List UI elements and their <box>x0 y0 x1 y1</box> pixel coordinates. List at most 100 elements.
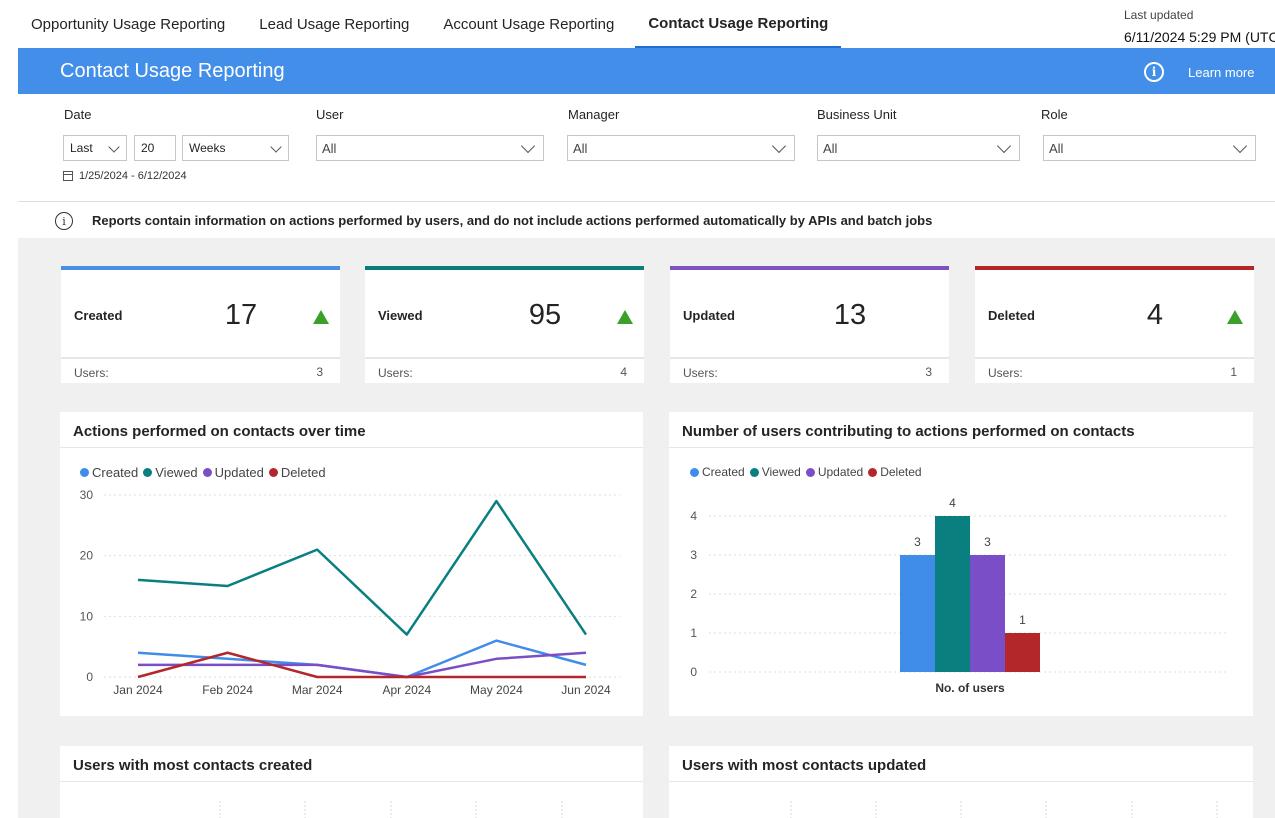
legend-item-viewed[interactable]: Viewed <box>143 465 198 480</box>
kpi-viewed[interactable]: Viewed 95 Users: 4 <box>365 266 644 383</box>
tab-account-usage[interactable]: Account Usage Reporting <box>443 15 615 33</box>
kpi-color-bar <box>670 266 949 270</box>
bar-chart-card: Number of users contributing to actions … <box>669 412 1253 716</box>
legend-dot-icon <box>143 468 153 477</box>
card-divider <box>60 447 643 448</box>
info-note: i Reports contain information on actions… <box>18 201 1275 238</box>
kpi-value: 95 <box>528 299 562 331</box>
date-period-dropdown[interactable]: Last <box>63 135 127 161</box>
date-unit-dropdown[interactable]: Weeks <box>182 135 289 161</box>
kpi-deleted[interactable]: Deleted 4 Users: 1 <box>975 266 1254 383</box>
card-divider <box>669 447 1253 448</box>
report-banner: Contact Usage Reporting i Learn more <box>18 48 1275 94</box>
y-tick-label: 0 <box>86 670 93 684</box>
card-divider <box>60 781 643 782</box>
legend-item-updated[interactable]: Updated <box>805 465 863 479</box>
user-dropdown-value: All <box>322 140 337 156</box>
bar-created <box>900 555 935 672</box>
legend-label: Created <box>92 465 139 480</box>
date-filter-label: Date <box>64 107 92 122</box>
line-chart-legend: Created Viewed Updated Deleted <box>80 465 331 480</box>
legend-item-created[interactable]: Created <box>690 465 745 479</box>
x-tick-label: Mar 2024 <box>292 683 343 697</box>
legend-label: Viewed <box>155 465 198 480</box>
kpi-updated[interactable]: Updated 13 Users: 3 <box>670 266 949 383</box>
data-label-deleted: 1 <box>1019 613 1026 627</box>
chevron-down-icon <box>108 141 120 153</box>
y-tick-label: 10 <box>80 609 94 623</box>
trend-up-icon <box>1227 310 1243 324</box>
legend-item-deleted[interactable]: Deleted <box>268 465 326 480</box>
tab-opportunity-usage[interactable]: Opportunity Usage Reporting <box>31 15 226 33</box>
legend-label: Created <box>702 465 745 479</box>
legend-item-deleted[interactable]: Deleted <box>868 465 922 479</box>
info-icon[interactable]: i <box>1144 62 1164 82</box>
date-range: 1/25/2024 - 6/12/2024 <box>63 170 187 182</box>
bar-viewed <box>935 516 970 672</box>
role-dropdown[interactable]: All <box>1043 135 1256 161</box>
date-unit-value: Weeks <box>189 141 226 155</box>
data-label-updated: 3 <box>984 535 991 549</box>
kpi-users-value: 3 <box>925 365 932 379</box>
date-count-value: 20 <box>141 141 155 155</box>
legend-item-created[interactable]: Created <box>80 465 138 480</box>
chevron-down-icon <box>1232 138 1248 154</box>
users-most-created-card: Users with most contacts created <box>60 746 643 818</box>
legend-dot-icon <box>805 467 815 477</box>
y-tick-label: 3 <box>690 548 697 562</box>
series-line-viewed <box>137 499 588 636</box>
date-period-value: Last <box>70 141 93 155</box>
bar-chart-legend: Created Viewed Updated Deleted <box>690 465 927 479</box>
page-title: Contact Usage Reporting <box>60 60 285 82</box>
date-count-input[interactable]: 20 <box>134 135 176 161</box>
last-updated: Last updated 6/11/2024 5:29 PM (UTC) <box>1124 8 1275 45</box>
kpi-users-label: Users: <box>74 366 109 380</box>
tab-contact-usage[interactable]: Contact Usage Reporting <box>635 0 842 48</box>
series-line-updated <box>138 651 587 679</box>
bar-deleted <box>1005 633 1040 672</box>
legend-dot-icon <box>749 467 759 477</box>
kpi-created[interactable]: Created 17 Users: 3 <box>61 266 340 383</box>
user-dropdown[interactable]: All <box>316 135 544 161</box>
calendar-icon <box>63 171 73 181</box>
y-tick-label: 2 <box>690 587 697 601</box>
legend-dot-icon <box>80 468 89 477</box>
kpi-name: Viewed <box>378 308 423 323</box>
users-most-updated-card: Users with most contacts updated <box>669 746 1253 818</box>
series-line-deleted <box>137 651 586 679</box>
date-range-text: 1/25/2024 - 6/12/2024 <box>79 170 187 182</box>
chevron-down-icon <box>771 138 787 154</box>
legend-dot-icon <box>690 467 699 477</box>
legend-item-updated[interactable]: Updated <box>202 465 264 480</box>
kpi-users-label: Users: <box>683 366 718 380</box>
kpi-name: Created <box>74 308 123 323</box>
kpi-users-value: 4 <box>620 365 627 379</box>
last-updated-value: 6/11/2024 5:29 PM (UTC) <box>1124 29 1275 45</box>
x-tick-label: Jun 2024 <box>561 683 611 697</box>
manager-filter-label: Manager <box>568 107 620 122</box>
y-tick-label: 30 <box>80 488 94 502</box>
y-tick-label: 1 <box>690 626 697 640</box>
kpi-value: 13 <box>833 299 867 331</box>
line-chart-title: Actions performed on contacts over time <box>73 423 366 440</box>
kpi-users-value: 3 <box>316 365 323 379</box>
users-most-created-title: Users with most contacts created <box>73 757 313 774</box>
kpi-color-bar <box>365 266 644 270</box>
last-updated-label: Last updated <box>1124 8 1194 22</box>
info-note-text: Reports contain information on actions p… <box>92 213 933 228</box>
legend-dot-icon <box>268 468 278 477</box>
report-tabs: Opportunity Usage Reporting Lead Usage R… <box>18 0 849 48</box>
kpi-divider <box>365 357 644 359</box>
line-chart-card: Actions performed on contacts over time … <box>60 412 643 716</box>
tab-lead-usage[interactable]: Lead Usage Reporting <box>259 15 410 33</box>
x-category-label: No. of users <box>935 681 1005 695</box>
learn-more-link[interactable]: Learn more <box>1188 65 1255 80</box>
trend-up-icon <box>313 310 329 324</box>
data-label-viewed: 4 <box>949 496 956 510</box>
legend-item-viewed[interactable]: Viewed <box>749 465 801 479</box>
business-unit-dropdown[interactable]: All <box>817 135 1020 161</box>
manager-dropdown[interactable]: All <box>567 135 795 161</box>
x-tick-label: Apr 2024 <box>382 683 431 697</box>
card-divider <box>669 781 1253 782</box>
user-filter-label: User <box>316 107 344 122</box>
